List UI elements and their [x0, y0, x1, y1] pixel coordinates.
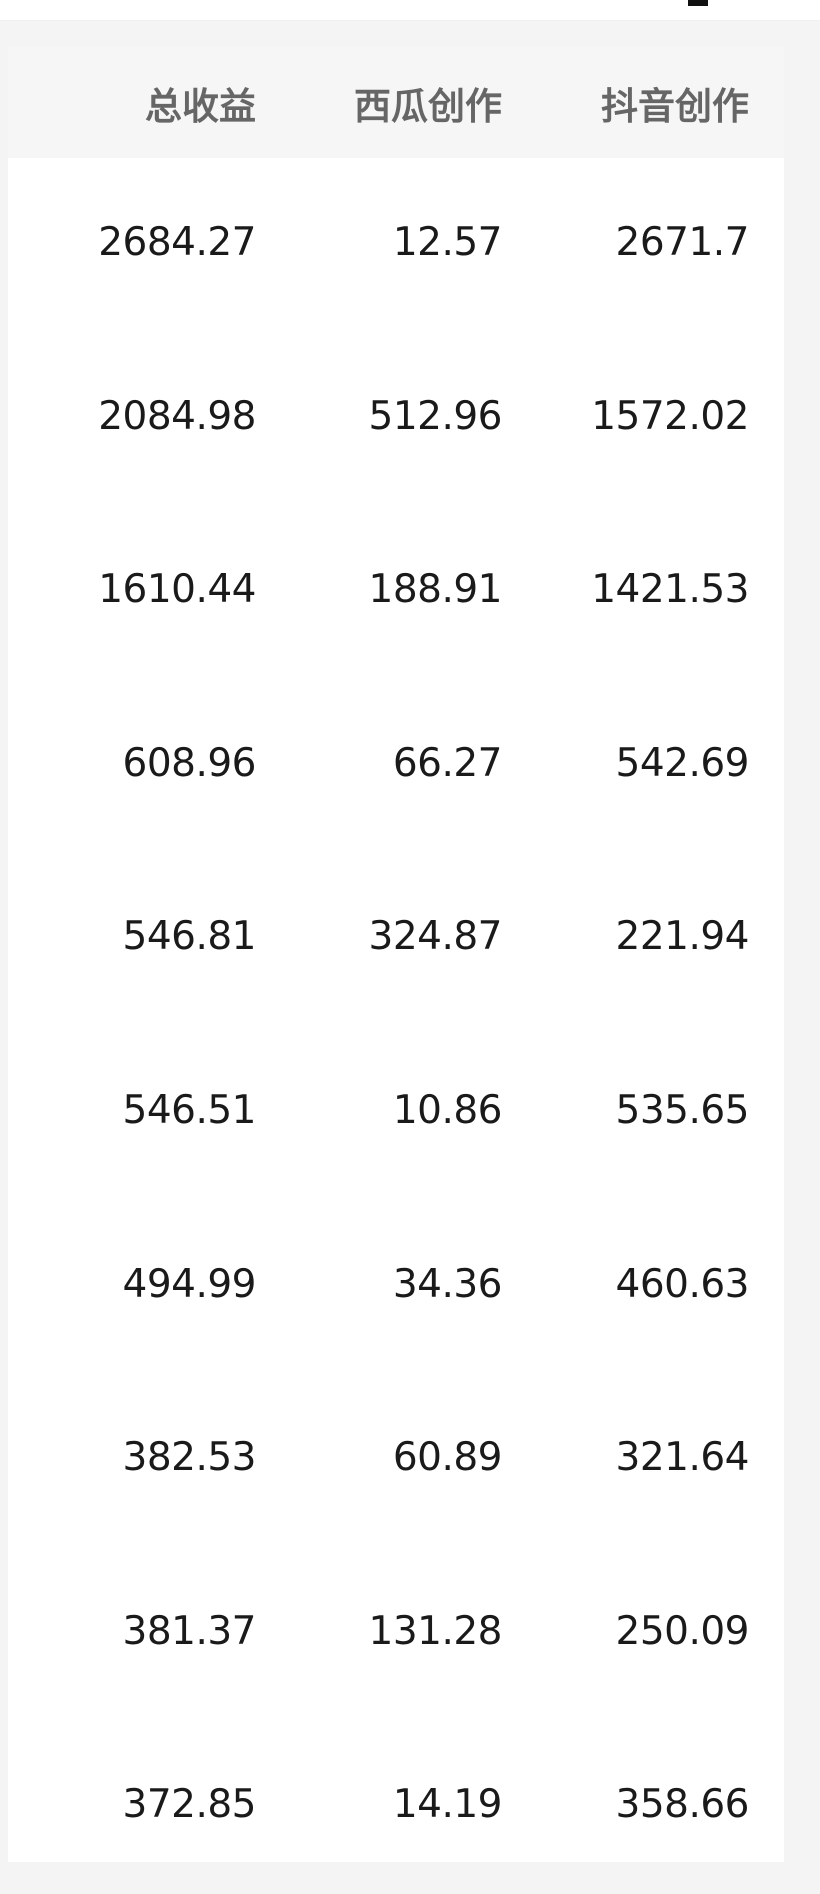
table-row: 381.37 131.28 250.09	[8, 1547, 784, 1721]
status-indicator-icon	[688, 0, 708, 6]
table-header: 总收益 西瓜创作 抖音创作	[8, 46, 784, 158]
table-row: 2084.98 512.96 1572.02	[8, 332, 784, 506]
cell-douyin: 460.63	[615, 1261, 750, 1307]
cell-total: 494.99	[122, 1261, 257, 1307]
cell-douyin: 542.69	[615, 740, 750, 786]
cell-douyin: 2671.7	[615, 220, 750, 265]
cell-xigua: 324.87	[368, 914, 503, 960]
cell-xigua: 131.28	[368, 1608, 503, 1654]
cell-total: 1610.44	[98, 567, 256, 613]
cell-xigua: 14.19	[392, 1782, 503, 1828]
cell-xigua: 12.57	[392, 220, 503, 265]
cell-xigua: 188.91	[368, 567, 503, 613]
cell-total: 608.96	[122, 740, 257, 786]
earnings-table: 总收益 西瓜创作 抖音创作 2684.27 12.57 2671.7 2084.98 5…	[8, 46, 784, 1862]
column-header-total: 总收益	[145, 85, 256, 128]
cell-xigua: 66.27	[392, 740, 503, 786]
table-row: 382.53 60.89 321.64	[8, 1373, 784, 1547]
table-row: 546.51 10.86 535.65	[8, 1026, 784, 1200]
cell-douyin: 321.64	[615, 1435, 750, 1481]
cell-xigua: 34.36	[392, 1261, 503, 1307]
cell-douyin: 358.66	[615, 1782, 750, 1828]
cell-total: 2084.98	[98, 393, 256, 439]
cell-xigua: 60.89	[392, 1435, 503, 1481]
cell-douyin: 535.65	[615, 1088, 750, 1133]
table-row: 1610.44 188.91 1421.53	[8, 505, 784, 679]
table-row: 546.81 324.87 221.94	[8, 852, 784, 1026]
table-row: 2684.27 12.57 2671.7	[8, 158, 784, 332]
top-bar	[0, 0, 820, 21]
cell-total: 546.51	[122, 1088, 257, 1133]
cell-total: 382.53	[122, 1435, 257, 1481]
table-row: 494.99 34.36 460.63	[8, 1200, 784, 1374]
cell-total: 372.85	[122, 1782, 257, 1828]
cell-total: 381.37	[122, 1608, 257, 1654]
table-row: 608.96 66.27 542.69	[8, 679, 784, 853]
table-row: 372.85 14.19 358.66	[8, 1720, 784, 1894]
cell-xigua: 512.96	[368, 393, 503, 439]
cell-total: 2684.27	[98, 220, 256, 265]
cell-xigua: 10.86	[392, 1088, 503, 1133]
cell-douyin: 1572.02	[591, 393, 749, 439]
cell-douyin: 1421.53	[591, 567, 749, 613]
cell-total: 546.81	[122, 914, 257, 960]
cell-douyin: 250.09	[615, 1608, 750, 1654]
cell-douyin: 221.94	[615, 914, 750, 960]
column-header-douyin: 抖音创作	[601, 85, 749, 128]
column-header-xigua: 西瓜创作	[354, 85, 502, 128]
